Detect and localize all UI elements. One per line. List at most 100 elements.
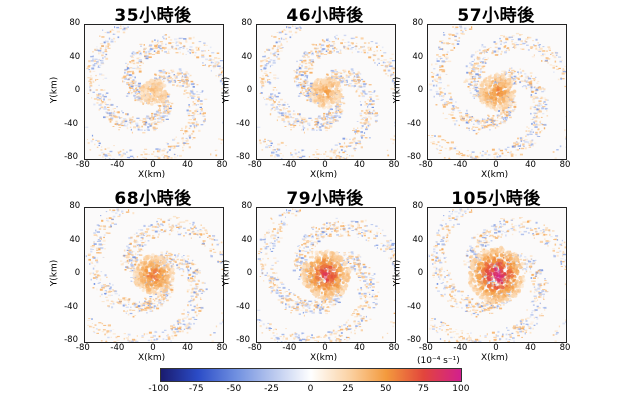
x-tick-label: -80: [247, 160, 262, 170]
y-tick-label: 80: [412, 201, 424, 211]
y-tick-label: 40: [241, 51, 253, 62]
colorbar-tick-label: -75: [188, 384, 204, 394]
y-tick-label: 0: [74, 85, 81, 95]
colorbar-gradient: [160, 368, 462, 382]
colorbar-bar: [160, 368, 462, 382]
x-tick-label: 40: [354, 160, 365, 170]
x-tick-label: -80: [75, 343, 90, 353]
x-tick-label: -40: [282, 343, 297, 353]
x-tick-label: -80: [418, 343, 433, 353]
y-axis-label: Y(km): [221, 259, 232, 287]
panel-title: 79小時後: [286, 189, 364, 209]
x-tick-label: 80: [559, 343, 571, 353]
x-tick-label: -80: [247, 343, 262, 353]
plot-area: [256, 207, 396, 343]
x-tick-label: -40: [282, 160, 297, 170]
y-tick-label: 80: [69, 18, 81, 28]
x-axis-label: X(km): [138, 170, 166, 180]
x-tick-label: 80: [216, 343, 228, 353]
y-tick-label: -40: [407, 301, 421, 312]
plot-area: [256, 24, 396, 160]
x-tick-label: 40: [525, 343, 536, 353]
x-tick-label: 0: [150, 160, 156, 170]
x-tick-label: -40: [453, 343, 468, 353]
colorbar-tick-label: 0: [307, 384, 314, 394]
x-tick-label: -80: [75, 160, 90, 170]
y-tick-label: 80: [412, 18, 424, 28]
x-tick-label: 80: [388, 160, 400, 170]
x-axis-label: X(km): [481, 170, 509, 180]
colorbar-tick-label: -100: [148, 384, 169, 394]
y-tick-label: 0: [417, 268, 424, 278]
x-tick-label: 0: [322, 343, 328, 353]
colorbar: (10⁻⁴ s⁻¹) -100 -75 -50 -25 0 25 50 75 100: [148, 356, 469, 400]
x-axis-label: X(km): [138, 353, 166, 363]
x-tick-label: 40: [182, 160, 193, 170]
x-tick-label: 0: [493, 160, 499, 170]
y-axis-label: Y(km): [49, 76, 60, 104]
x-axis-label: X(km): [481, 353, 509, 363]
x-tick-label: 40: [525, 160, 536, 170]
y-tick-label: -80: [64, 152, 78, 162]
colorbar-tick-label: 50: [379, 384, 392, 394]
x-tick-label: -40: [110, 160, 125, 170]
y-tick-label: 0: [74, 268, 81, 278]
plot-area: [84, 24, 224, 160]
y-tick-label: -80: [407, 152, 421, 162]
x-tick-label: 40: [354, 343, 365, 353]
panel-title: 46小時後: [286, 6, 364, 26]
y-tick-label: 40: [241, 234, 253, 245]
y-axis-label: Y(km): [392, 259, 403, 287]
x-tick-label: -40: [110, 343, 125, 353]
vorticity-field: [85, 208, 223, 342]
x-tick-label: -40: [453, 160, 468, 170]
y-tick-label: -40: [236, 301, 250, 312]
y-tick-label: 0: [417, 85, 424, 95]
colorbar-tick-label: -25: [264, 384, 279, 394]
y-tick-label: -80: [236, 335, 250, 345]
colorbar-ticks: -100 -75 -50 -25 0 25 50 75 100: [148, 384, 469, 396]
x-tick-label: 80: [559, 160, 571, 170]
colorbar-tick-label: 75: [417, 384, 430, 394]
y-tick-label: -40: [236, 118, 250, 129]
y-tick-label: 40: [69, 234, 81, 245]
y-tick-label: 80: [241, 201, 253, 211]
y-tick-label: 80: [69, 201, 81, 211]
vorticity-field: [257, 208, 395, 342]
plot-area: [427, 207, 567, 343]
x-tick-label: 80: [388, 343, 400, 353]
y-axis-label: Y(km): [221, 76, 232, 104]
colorbar-tick-label: 100: [452, 384, 470, 394]
x-tick-label: 40: [182, 343, 193, 353]
panel-title: 105小時後: [451, 189, 541, 209]
vorticity-field: [428, 208, 566, 342]
y-tick-label: -40: [407, 118, 421, 129]
x-tick-label: 0: [493, 343, 499, 353]
y-tick-label: -40: [64, 118, 78, 129]
y-axis-label: Y(km): [392, 76, 403, 104]
y-tick-label: -80: [64, 335, 78, 345]
panel-title: 68小時後: [114, 189, 192, 209]
x-tick-label: -80: [418, 160, 433, 170]
y-tick-label: 40: [69, 51, 81, 62]
vorticity-field: [85, 25, 223, 159]
panel-title: 35小時後: [114, 6, 192, 26]
y-tick-label: -80: [407, 335, 421, 345]
y-tick-label: 40: [412, 234, 424, 245]
y-tick-label: -80: [236, 152, 250, 162]
y-axis-label: Y(km): [49, 259, 60, 287]
y-tick-label: 0: [246, 268, 253, 278]
panel-title: 57小時後: [457, 6, 535, 26]
x-tick-label: 0: [322, 160, 328, 170]
vorticity-field: [257, 25, 395, 159]
x-tick-label: 0: [150, 343, 156, 353]
colorbar-tick-label: 25: [342, 384, 354, 394]
plot-area: [84, 207, 224, 343]
x-axis-label: X(km): [310, 170, 338, 180]
x-axis-label: X(km): [310, 353, 338, 363]
plot-area: [427, 24, 567, 160]
colorbar-unit: (10⁻⁴ s⁻¹): [417, 356, 460, 366]
y-tick-label: 0: [246, 85, 253, 95]
y-tick-label: 40: [412, 51, 424, 62]
y-tick-label: -40: [64, 301, 78, 312]
